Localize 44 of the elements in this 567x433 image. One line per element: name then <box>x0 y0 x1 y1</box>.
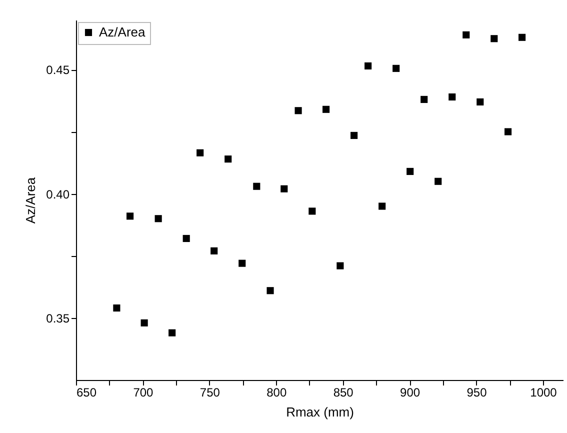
point <box>448 93 456 100</box>
point <box>476 98 484 106</box>
point <box>434 178 442 185</box>
x-tick-label: 850 <box>333 386 354 400</box>
x-tick-label: 950 <box>466 386 488 400</box>
x-tick-label: 1000 <box>530 386 558 400</box>
point <box>294 107 302 114</box>
point <box>196 149 204 156</box>
x-tick-label: 750 <box>200 386 220 400</box>
point <box>182 234 190 242</box>
point <box>140 319 148 326</box>
point <box>168 329 176 336</box>
x-tick-label: 650 <box>76 386 97 400</box>
y-tick-label: 0.35 <box>46 311 70 326</box>
point <box>154 215 162 222</box>
y-tick-label: 0.40 <box>46 187 70 202</box>
point <box>266 287 274 294</box>
point <box>392 64 400 72</box>
point <box>378 202 386 210</box>
point <box>336 262 344 270</box>
point <box>113 304 120 312</box>
x-tick-label: 800 <box>266 386 287 400</box>
point <box>490 35 498 42</box>
point <box>462 31 470 38</box>
point <box>126 212 134 220</box>
x-tick-label: 700 <box>133 386 154 400</box>
point <box>224 156 232 163</box>
x-axis-title: Rmax (mm) <box>286 404 354 420</box>
legend-label: Az/Area <box>99 24 146 40</box>
point <box>322 106 330 113</box>
point <box>420 96 428 103</box>
x-tick-label: 900 <box>400 386 420 400</box>
point <box>518 34 526 41</box>
point <box>350 132 358 139</box>
point <box>406 168 414 175</box>
point <box>504 128 512 136</box>
point <box>210 247 218 254</box>
y-tick-label: 0.45 <box>46 63 70 78</box>
point <box>308 208 316 215</box>
point <box>364 62 372 70</box>
y-axis-title: Az/Area <box>23 176 38 224</box>
point <box>253 182 260 190</box>
point <box>280 185 288 192</box>
point <box>238 260 246 267</box>
